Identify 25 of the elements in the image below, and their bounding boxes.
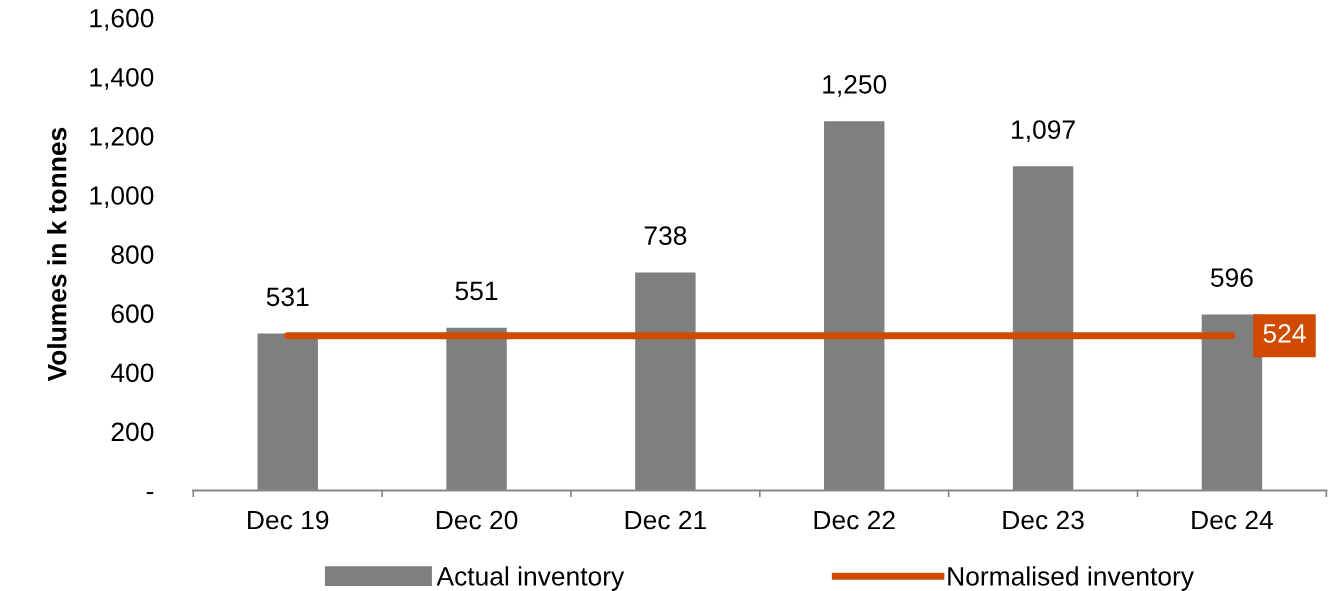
- x-tick-label: Dec 19: [248, 510, 329, 530]
- data-label: 551: [455, 281, 498, 301]
- x-tick-label: Dec 22: [814, 510, 895, 530]
- legend-label: Normalised inventory: [948, 566, 1194, 591]
- x-tick-label: Dec 23: [1003, 510, 1084, 530]
- y-tick-label: 600: [111, 304, 154, 324]
- data-label: 1,097: [1012, 120, 1075, 143]
- legend-label: Actual inventory: [436, 566, 625, 591]
- y-tick-label: 400: [110, 363, 154, 383]
- data-label: 738: [644, 226, 687, 246]
- y-tick-label: 800: [111, 245, 154, 264]
- y-tick-label: -: [146, 492, 154, 495]
- x-tick-label: Dec 20: [436, 510, 518, 530]
- y-tick-label: 1,000: [90, 186, 154, 208]
- data-label: 596: [1210, 268, 1253, 287]
- y-axis-title: Volumes in k tonnes: [47, 127, 67, 382]
- data-label: 1,250: [823, 75, 887, 97]
- y-tick-label: 1,600: [90, 8, 154, 31]
- y-tick-label: 200: [111, 422, 154, 442]
- data-label: 531: [266, 287, 309, 307]
- y-tick-label: 1,200: [90, 127, 154, 149]
- x-tick-label: Dec 21: [625, 510, 706, 530]
- data-label: 524: [1263, 324, 1306, 343]
- x-tick-label: Dec 24: [1192, 510, 1273, 530]
- y-tick-label: 1,400: [90, 67, 154, 90]
